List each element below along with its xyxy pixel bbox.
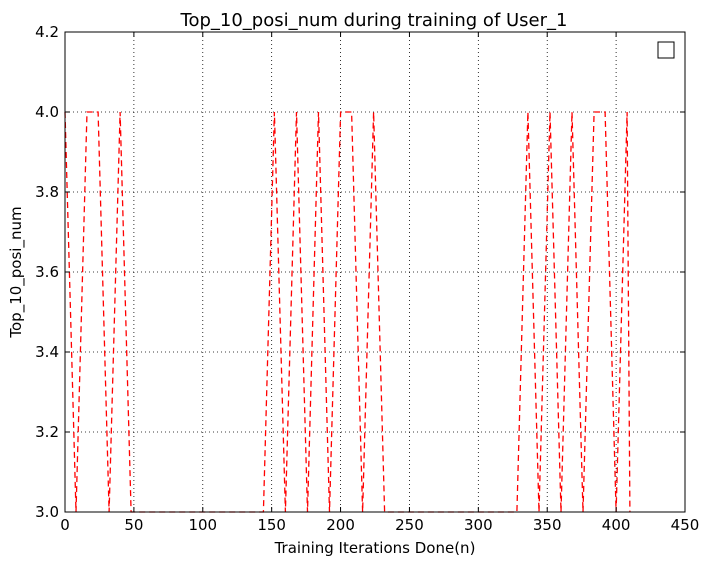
series-line-0 <box>64 111 631 513</box>
series-layer <box>64 111 631 513</box>
chart-title: Top_10_posi_num during training of User_… <box>180 10 568 31</box>
legend-box <box>657 41 675 59</box>
y-tick-label: 3.2 <box>35 423 59 441</box>
x-axis-label: Training Iterations Done(n) <box>274 539 476 557</box>
x-axis: 0 50 100 150 200 250 300 350 400 450 <box>60 32 699 534</box>
y-tick-label: 4.2 <box>35 23 59 41</box>
x-tick-label: 50 <box>124 516 143 534</box>
x-tick-label: 200 <box>326 516 355 534</box>
y-axis: 3.0 3.2 3.4 3.6 3.8 4.0 4.2 <box>35 23 685 521</box>
x-tick-label: 150 <box>257 516 286 534</box>
grid <box>64 31 686 513</box>
x-tick-label: 250 <box>395 516 424 534</box>
y-tick-label: 3.0 <box>35 503 59 521</box>
x-tick-label: 450 <box>671 516 700 534</box>
x-tick-label: 300 <box>464 516 493 534</box>
x-tick-label: 100 <box>188 516 217 534</box>
y-tick-label: 4.0 <box>35 103 59 121</box>
x-tick-label: 350 <box>533 516 562 534</box>
y-tick-label: 3.4 <box>35 343 59 361</box>
legend <box>657 41 675 59</box>
x-tick-label: 0 <box>60 516 70 534</box>
y-axis-label: Top_10_posi_num <box>7 206 26 338</box>
y-tick-label: 3.8 <box>35 183 59 201</box>
x-tick-label: 400 <box>602 516 631 534</box>
y-tick-label: 3.6 <box>35 263 59 281</box>
